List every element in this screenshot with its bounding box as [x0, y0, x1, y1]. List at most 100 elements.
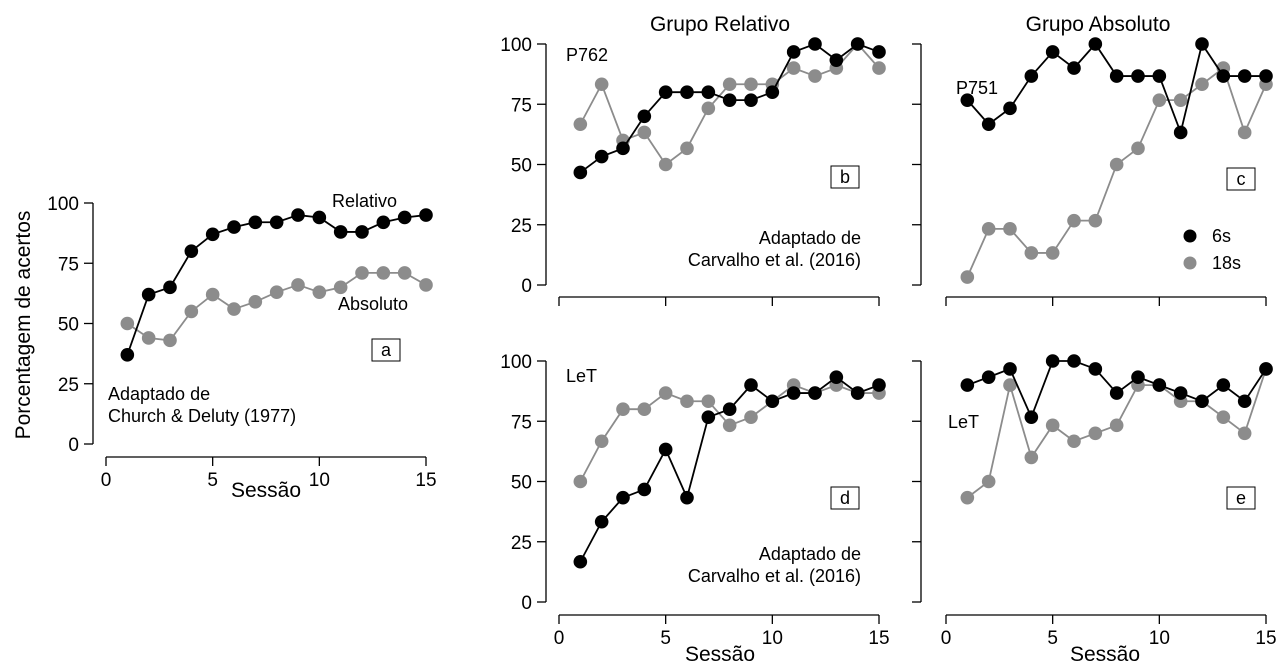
panel-e-gray-data-point — [1003, 378, 1017, 392]
panel-d-source-line-1: Adaptado de — [759, 544, 861, 564]
panel-a-black-data-point — [355, 225, 369, 239]
panel-b-black-data-point — [658, 85, 673, 99]
panel-d-x-tick-label: 0 — [554, 628, 565, 649]
panel-b-gray-data-point — [658, 157, 673, 172]
panel-c-black-data-point — [1216, 69, 1231, 83]
panel-a-gray-data-point — [141, 331, 156, 345]
panel-b-black-data-point — [765, 85, 780, 99]
panel-b-y-tick-label: 25 — [511, 216, 532, 237]
panel-e-gray-data-point — [1216, 410, 1231, 424]
panel-a-x-axis-title: Sessão — [231, 479, 301, 502]
panel-c-black-data-point — [1067, 61, 1081, 75]
panel-e-x-axis-title: Sessão — [1070, 643, 1140, 666]
panel-e-black-data-point — [1003, 362, 1017, 376]
panel-a-gray-data-point — [397, 266, 412, 280]
panel-c-gray-data-point — [981, 222, 996, 236]
panel-c-gray-data-point — [1067, 213, 1081, 228]
panel-b-gray-data-point — [637, 125, 652, 140]
panel-b-y-tick-label: 75 — [511, 95, 532, 116]
panel-a-gray-data-point — [227, 302, 241, 316]
panel-d-black-data-point — [658, 442, 673, 457]
panel-a-black-data-point — [184, 244, 199, 258]
panel-e-gray-data-point — [1109, 418, 1124, 433]
panel-a-black-data-point — [227, 220, 241, 234]
panel-c-gray-data-point — [1045, 246, 1060, 260]
panel-b-source-line-2: Carvalho et al. (2016) — [688, 250, 861, 270]
panel-a-black-data-point — [205, 227, 220, 242]
panel-b-gray-data-point — [786, 61, 801, 75]
panel-d-black-data-point — [573, 554, 588, 569]
panel-b-gray-data-point — [680, 141, 694, 156]
panel-a-gray-data-point — [376, 266, 391, 280]
panel-b-black-data-point — [808, 37, 822, 51]
panel-b-black-data-point — [573, 165, 588, 180]
panel-a-y-tick-label: 100 — [47, 194, 79, 215]
panel-d-black-data-point — [722, 402, 737, 417]
panel-d-black-data-point — [765, 394, 780, 409]
panel-d-gray-data-point — [701, 394, 716, 409]
panel-b-black-data-point — [786, 45, 801, 59]
panel-a-black-data-point — [120, 348, 135, 362]
legend-18s-label: 18s — [1212, 253, 1241, 273]
panel-a-gray-data-point — [291, 278, 305, 292]
panel-b-black-data-point — [722, 93, 737, 107]
panel-d-black-data-point — [850, 386, 865, 400]
panel-b-y-tick-label: 100 — [500, 35, 532, 56]
panel-b-y-tick-label: 50 — [511, 156, 532, 177]
panel-d-black-data-point — [637, 482, 652, 497]
panel-a-black-data-point — [333, 225, 348, 239]
panel-e-gray-data-point — [1024, 450, 1039, 465]
panel-b-gray-data-point — [744, 77, 758, 92]
panel-e-gray-data-point — [1045, 418, 1060, 433]
panel-c-black-data-point — [1045, 45, 1060, 59]
panel-b-gray-data-point — [722, 77, 737, 92]
panel-d-black-data-point — [872, 378, 886, 392]
panel-a-gray-data-point — [269, 285, 284, 299]
y-axis-title: Porcentagem de acertos — [12, 211, 35, 440]
panel-a-gray-data-point — [184, 304, 199, 319]
panel-c-gray-data-point — [1195, 77, 1209, 92]
panel-a-letter-box — [371, 338, 401, 362]
panel-c-black-data-point — [1088, 37, 1103, 51]
panel-a-letter: a — [381, 340, 392, 360]
panel-d-black-data-point — [616, 490, 630, 505]
panel-b-black-data-point — [680, 85, 694, 99]
panel-c-black-data-point — [1195, 37, 1209, 51]
panel-d-black-data-point — [786, 386, 801, 400]
panel-a-black-data-point — [397, 210, 412, 225]
panel-a-x-tick-label: 5 — [207, 470, 218, 491]
panel-c-gray-data-point — [1173, 93, 1188, 107]
panel-a-black-data-point — [163, 280, 177, 295]
panel-a-x-tick-label: 0 — [101, 470, 112, 491]
panel-e-black-data-point — [1067, 354, 1081, 368]
panel-e-gray-data-point — [960, 490, 975, 505]
panel-e-black-data-point — [1024, 410, 1039, 424]
panel-c-black-data-point — [1152, 69, 1167, 83]
panel-d-letter: d — [840, 488, 850, 508]
panel-a-gray-data-point — [120, 316, 135, 331]
panel-c-black-data-point — [1109, 69, 1124, 83]
panel-e-black-data-point — [1131, 370, 1145, 384]
panel-c-black-data-point — [1237, 69, 1252, 83]
panel-c-black-data-point — [1259, 69, 1273, 83]
panel-b-gray-data-point — [872, 61, 886, 75]
panel-e-x-tick-label: 5 — [1047, 628, 1058, 649]
panel-a-source-line-1: Adaptado de — [108, 384, 210, 404]
panel-d-x-tick-label: 10 — [762, 628, 783, 649]
panel-c-letter: c — [1237, 169, 1246, 189]
panel-c-black-data-point — [1131, 69, 1145, 83]
panel-d-gray-series-line — [579, 384, 879, 482]
panel-e-black-data-point — [1109, 386, 1124, 400]
panel-a-x-tick-label: 10 — [309, 470, 330, 491]
panel-e-black-data-point — [1045, 354, 1060, 368]
panel-a-black-data-point — [141, 287, 156, 302]
panel-b-black-data-point — [744, 93, 758, 107]
panel-a-gray-data-point — [312, 285, 327, 299]
panel-d-y-tick-label: 25 — [511, 533, 532, 554]
panel-c-chart: Grupo Absoluto P751 6s 18s c — [912, 13, 1273, 306]
panel-d-y-tick-label: 75 — [511, 412, 532, 433]
panel-a-gray-data-point — [163, 333, 177, 348]
panel-a-black-data-point — [376, 215, 391, 230]
panel-b-black-data-point — [637, 109, 652, 124]
panel-c-gray-data-point — [1131, 141, 1145, 156]
